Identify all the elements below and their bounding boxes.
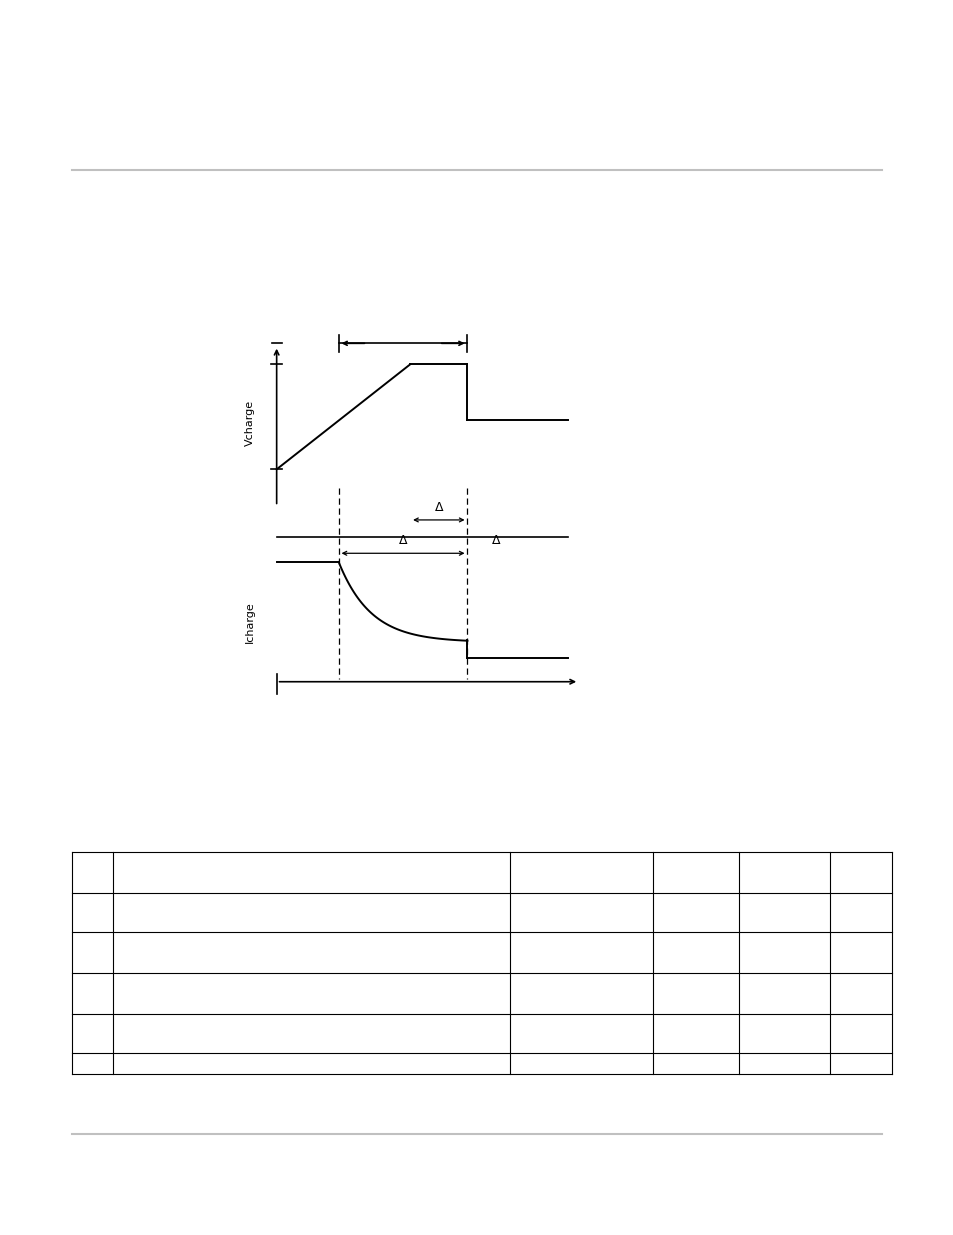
Text: Δ: Δ (492, 534, 499, 547)
Text: Δ: Δ (398, 534, 407, 547)
Text: Vcharge: Vcharge (245, 400, 254, 446)
Text: Δ: Δ (435, 500, 442, 514)
Text: Icharge: Icharge (245, 601, 254, 642)
